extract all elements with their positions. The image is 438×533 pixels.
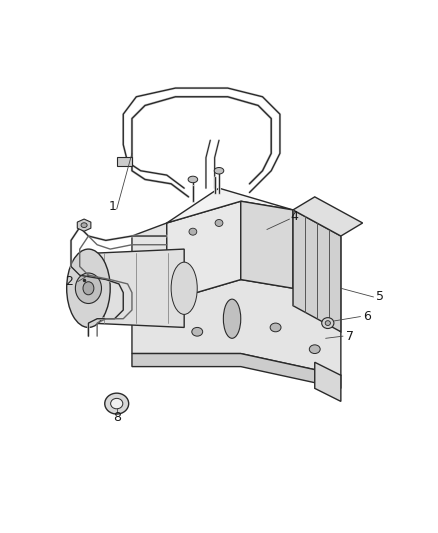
Ellipse shape (81, 223, 87, 228)
Polygon shape (241, 201, 293, 288)
Ellipse shape (322, 318, 334, 328)
Text: 2: 2 (65, 275, 73, 288)
Polygon shape (315, 362, 341, 401)
Ellipse shape (189, 228, 197, 235)
Text: 6: 6 (363, 310, 371, 323)
Polygon shape (293, 197, 363, 236)
Ellipse shape (171, 262, 197, 314)
Ellipse shape (111, 398, 123, 409)
Polygon shape (88, 249, 184, 327)
Ellipse shape (188, 176, 198, 183)
Ellipse shape (83, 282, 94, 295)
Ellipse shape (192, 327, 203, 336)
Ellipse shape (105, 393, 129, 414)
Polygon shape (132, 223, 341, 375)
Polygon shape (293, 210, 341, 332)
Text: 7: 7 (346, 329, 353, 343)
Ellipse shape (75, 273, 102, 303)
Text: 4: 4 (290, 210, 298, 223)
Text: 1: 1 (109, 200, 117, 213)
Polygon shape (167, 201, 241, 301)
Ellipse shape (215, 220, 223, 227)
Polygon shape (132, 353, 341, 389)
Polygon shape (77, 219, 91, 231)
Ellipse shape (325, 321, 330, 326)
Ellipse shape (270, 323, 281, 332)
Text: 5: 5 (376, 290, 384, 303)
Ellipse shape (214, 167, 224, 174)
Text: 8: 8 (113, 411, 121, 424)
Ellipse shape (67, 249, 110, 327)
FancyBboxPatch shape (117, 157, 132, 166)
Ellipse shape (309, 345, 320, 353)
Ellipse shape (223, 299, 241, 338)
Polygon shape (167, 188, 293, 223)
